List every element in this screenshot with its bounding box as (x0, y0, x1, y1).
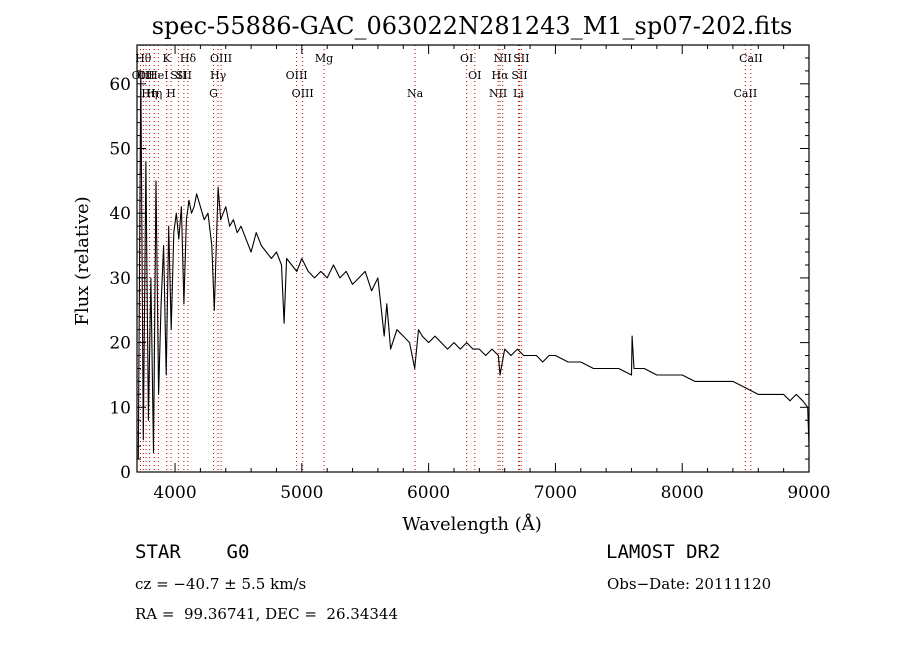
line-label: Hδ (180, 52, 197, 65)
line-label: Hθ (135, 52, 152, 65)
line-label: OIII (292, 87, 314, 100)
observation-date: Obs−Date: 20111120 (607, 575, 772, 593)
line-label: G (209, 87, 218, 100)
line-label: HeI (148, 69, 168, 82)
survey-name: LAMOST DR2 (606, 541, 721, 563)
chart-title: spec-55886-GAC_063022N281243_M1_sp07-202… (152, 12, 793, 40)
spectral-line-markers: OIIHθOIIHηHηHeIKHSIISIIHδGHγOIIIOIIIOIII… (132, 45, 763, 472)
redshift-velocity: cz = −40.7 ± 5.5 km/s (135, 575, 307, 593)
line-label: NII (494, 52, 512, 65)
line-label: Hα (491, 69, 509, 82)
object-class: STAR G0 (135, 541, 250, 563)
x-tick-label: 6000 (407, 483, 450, 503)
line-label: OI (468, 69, 481, 82)
line-label: OI (460, 52, 473, 65)
line-label: Mg (315, 52, 333, 65)
line-label: SII (170, 69, 186, 82)
y-axis-label: Flux (relative) (72, 196, 93, 325)
x-tick-label: 5000 (280, 483, 323, 503)
x-tick-label: 7000 (534, 483, 577, 503)
line-label: H (166, 87, 176, 100)
y-tick-label: 40 (109, 204, 131, 224)
x-tick-label: 8000 (661, 483, 704, 503)
line-label: CaII (739, 52, 763, 65)
axis-ticks: 4000 5000 6000 7000 8000 9000 0 10 20 30 40 50 60 (109, 45, 831, 503)
spectrum-line (137, 70, 810, 460)
line-label: OIII (286, 69, 308, 82)
line-label: OIII (210, 52, 232, 65)
line-label: K (163, 52, 172, 65)
line-label: SII (511, 69, 527, 82)
x-axis-label: Wavelength (Å) (402, 513, 542, 535)
spectrum-plot: spec-55886-GAC_063022N281243_M1_sp07-202… (72, 12, 831, 535)
line-label: Li (513, 87, 524, 100)
y-tick-label: 0 (120, 463, 131, 483)
x-tick-label: 9000 (787, 483, 830, 503)
x-tick-label: 4000 (153, 483, 196, 503)
line-label: CaII (734, 87, 758, 100)
line-label: SII (513, 52, 529, 65)
y-tick-label: 30 (109, 269, 131, 289)
line-label: NII (489, 87, 507, 100)
coordinates: RA = 99.36741, DEC = 26.34344 (135, 605, 399, 623)
y-tick-label: 20 (109, 334, 131, 354)
y-tick-label: 10 (109, 398, 131, 418)
y-tick-label: 60 (109, 75, 131, 95)
plot-frame (136, 44, 810, 473)
line-label: Hη (146, 87, 162, 100)
line-label: OII (137, 69, 155, 82)
line-label: Hγ (210, 69, 227, 82)
line-label: Hη (141, 87, 157, 100)
line-label: SII (176, 69, 192, 82)
y-tick-label: 50 (109, 140, 131, 160)
line-label: Na (407, 87, 424, 100)
